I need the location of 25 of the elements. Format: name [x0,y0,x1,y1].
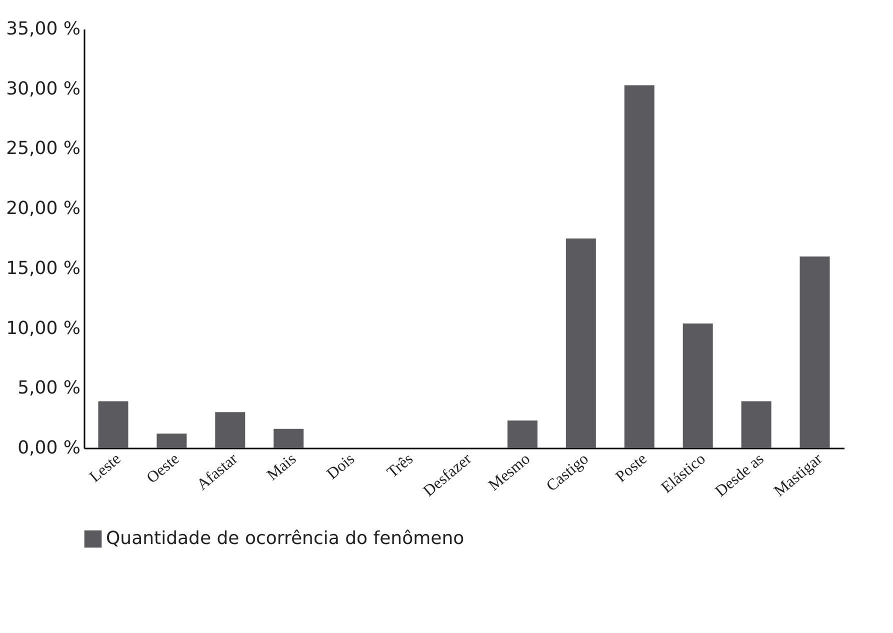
y-tick-label: 10,00 % [6,318,80,339]
x-tick-label: Leste [86,450,124,486]
legend-label: Quantidade de ocorrência do fenômeno [106,528,464,549]
bar [215,412,246,448]
y-tick-label: 5,00 % [18,378,80,399]
x-tick-label: Três [384,450,416,482]
bar [624,85,654,448]
y-tick-label: 25,00 % [6,138,80,160]
bar [156,434,187,448]
x-tick-label: Oeste [144,450,183,487]
bar [98,401,128,448]
bar [507,420,538,448]
y-tick-label: 20,00 % [6,198,80,220]
bar [682,323,713,448]
bar [274,428,304,448]
y-tick-label: 0,00 % [18,438,80,458]
y-tick-label: 35,00 % [6,18,80,40]
bar [800,256,830,448]
x-tick-label: Mais [264,450,300,484]
bar [741,401,772,448]
bar [566,238,596,448]
y-tick-label: 15,00 % [6,258,80,279]
x-tick-label: Poste [612,450,650,486]
y-tick-label: 30,00 % [6,78,80,100]
x-tick-label: Dois [324,450,358,483]
